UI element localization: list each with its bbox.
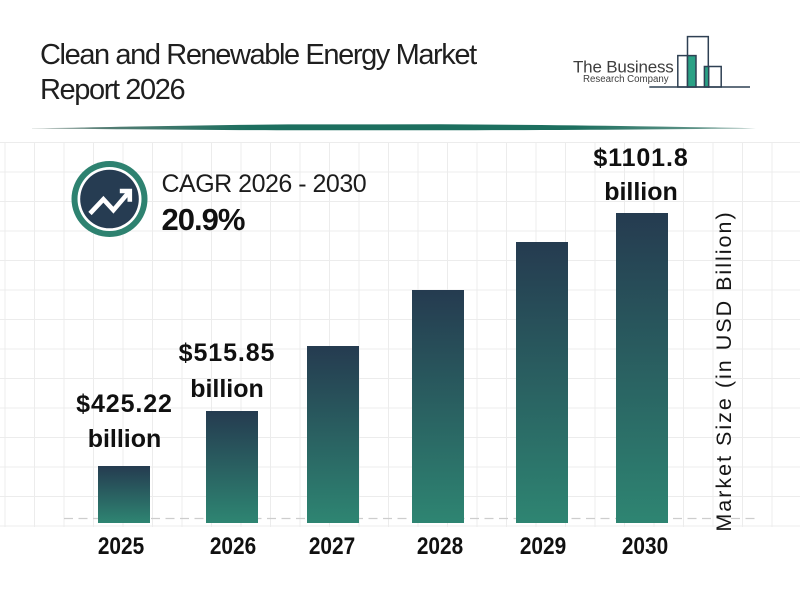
svg-text:The Business: The Business <box>573 57 674 76</box>
svg-text:Research Company: Research Company <box>583 74 669 85</box>
